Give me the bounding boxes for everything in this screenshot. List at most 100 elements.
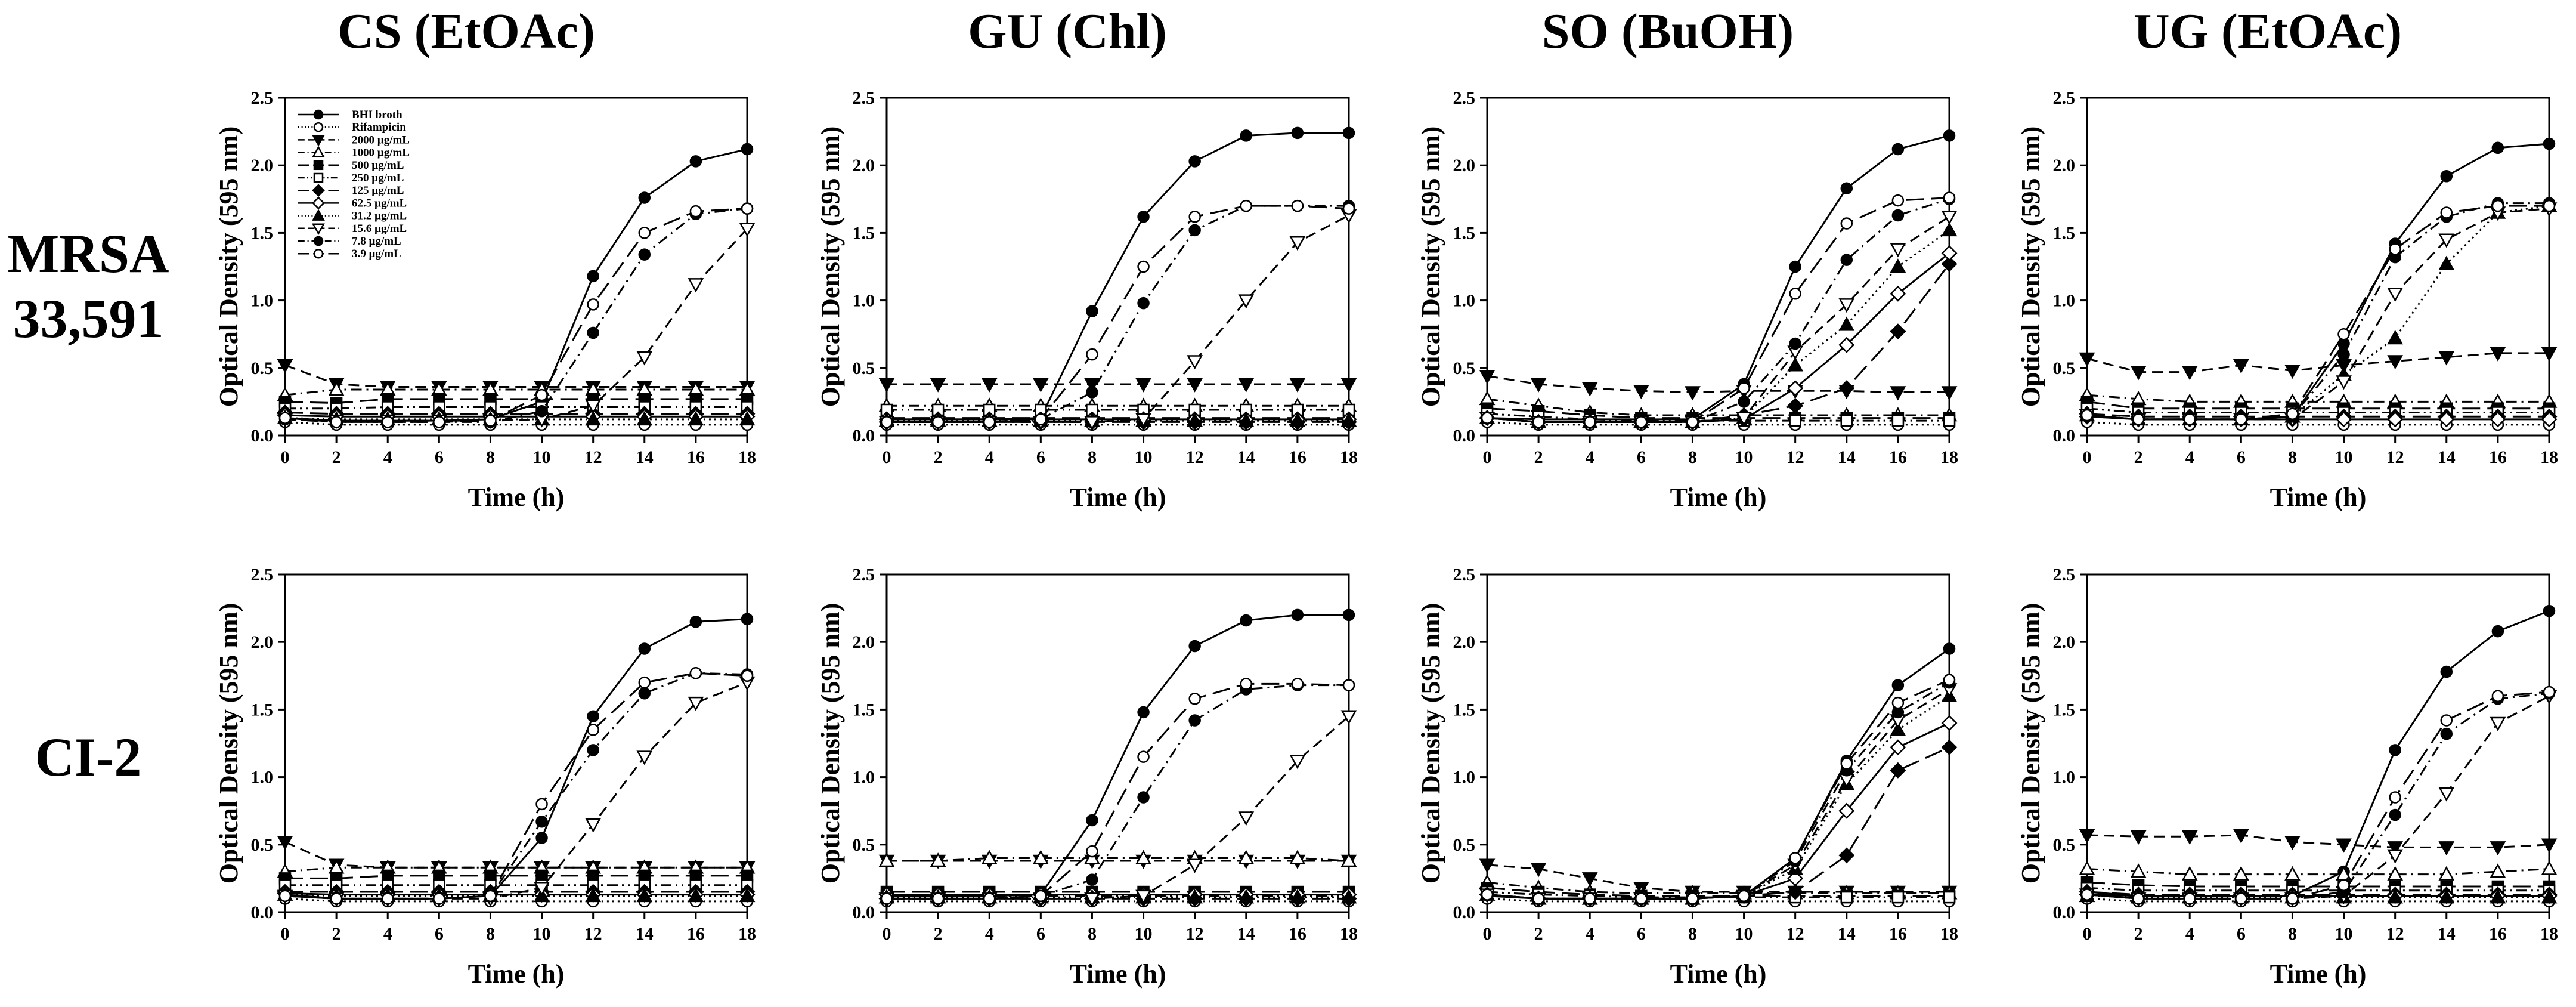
series-line xyxy=(284,866,747,873)
series-line xyxy=(284,412,747,415)
y-tick-label: 2.5 xyxy=(251,88,274,108)
data-point xyxy=(1840,217,1853,230)
data-point xyxy=(689,155,702,168)
series-line xyxy=(1487,688,1950,900)
legend-item-7-8-ug-ml: 7.8 µg/mL xyxy=(298,235,401,248)
series-line xyxy=(887,614,1349,897)
x-tick-label: 16 xyxy=(687,924,705,944)
series-line xyxy=(2086,205,2549,421)
legend-item-2000-ug-ml: 2000 µg/mL xyxy=(298,134,410,147)
data-point xyxy=(931,892,945,905)
y-tick-label: 2.5 xyxy=(853,565,875,585)
series-line xyxy=(1487,864,1949,893)
x-tick-label: 0 xyxy=(2083,447,2092,467)
y-tick-label: 2.5 xyxy=(1453,565,1476,585)
data-point xyxy=(2543,137,2556,150)
chart-panel-r0-c3: 0.0 0.5 1.0 1.5 2.0 2.5 0 2 4 6 8 10 12 14 16 18 Time (h… xyxy=(2016,88,2558,512)
chart-panel-r0-c0: 0.0 0.5 1.0 1.5 2.0 2.5 0 2 4 6 8 10 12 14 16 18 Time (h… xyxy=(214,88,756,512)
data-point xyxy=(1941,739,1958,756)
data-point xyxy=(1086,305,1098,317)
x-tick-label: 14 xyxy=(636,924,654,944)
series-7-8-ug-ml xyxy=(880,679,1355,905)
data-point xyxy=(1032,850,1049,864)
y-tick-label: 0.0 xyxy=(2053,426,2076,446)
y-axis-label: Optical Density (595 nm) xyxy=(816,126,845,407)
x-tick-label: 14 xyxy=(636,447,654,467)
data-point xyxy=(535,832,548,844)
series-line xyxy=(887,857,1349,862)
y-tick-label: 1.5 xyxy=(1453,700,1476,719)
data-point xyxy=(1188,714,1201,727)
series-line xyxy=(1487,886,1949,897)
series-3-9-ug-ml xyxy=(1481,191,1956,428)
data-point xyxy=(2387,866,2404,881)
series-line xyxy=(284,228,748,422)
data-point xyxy=(689,615,702,628)
series-line xyxy=(284,892,747,896)
column-title-so: SO (BuOH) xyxy=(1542,4,1794,59)
data-point xyxy=(2389,243,2401,255)
series-2000-ug-ml xyxy=(2079,347,2558,381)
series-line xyxy=(284,672,748,900)
data-point xyxy=(2284,836,2301,851)
column-title-gu: GU (Chl) xyxy=(968,4,1167,59)
y-tick-label: 0.5 xyxy=(1453,835,1476,855)
y-tick-label: 1.0 xyxy=(251,768,274,787)
data-point xyxy=(739,888,756,903)
data-point xyxy=(1086,845,1098,858)
data-point xyxy=(1289,755,1306,770)
data-point xyxy=(688,411,704,426)
series-bhi-broth xyxy=(880,126,1355,426)
x-tick-label: 0 xyxy=(883,447,891,467)
data-point xyxy=(1686,416,1699,428)
data-point xyxy=(2337,328,2350,341)
y-tick-label: 2.5 xyxy=(853,88,875,108)
data-point xyxy=(2491,625,2504,638)
data-point xyxy=(741,613,754,625)
series-1000-ug-ml xyxy=(1479,391,1958,422)
legend-marker xyxy=(312,146,325,157)
x-tick-label: 12 xyxy=(2386,924,2404,944)
data-point xyxy=(1479,370,1496,385)
series-125-ug-ml xyxy=(1479,256,1958,430)
data-point xyxy=(2233,359,2249,374)
data-point xyxy=(1840,757,1853,770)
data-point xyxy=(2183,413,2196,426)
y-tick-label: 2.0 xyxy=(2053,156,2076,175)
x-tick-label: 14 xyxy=(2438,447,2456,467)
y-tick-label: 0.0 xyxy=(1453,903,1476,922)
data-point xyxy=(2438,255,2455,270)
x-tick-label: 0 xyxy=(281,447,290,467)
series-line xyxy=(284,618,748,900)
data-point xyxy=(741,202,754,215)
data-point xyxy=(1532,416,1545,428)
legend-marker xyxy=(312,196,325,210)
data-point xyxy=(1084,378,1100,393)
data-point xyxy=(1581,872,1598,887)
data-point xyxy=(1891,209,1905,222)
series-2000-ug-ml xyxy=(2079,829,2558,856)
x-tick-label: 2 xyxy=(934,924,943,944)
series-line xyxy=(2086,202,2549,421)
series-line xyxy=(284,841,747,869)
data-point xyxy=(2438,841,2455,856)
y-tick-label: 0.0 xyxy=(853,426,875,446)
data-point xyxy=(739,411,756,426)
data-point xyxy=(587,724,599,736)
series-line xyxy=(2086,394,2549,403)
series-line xyxy=(1487,407,1949,419)
data-point xyxy=(2440,727,2453,740)
series-62-5-ug-ml xyxy=(1479,715,1958,907)
series-1000-ug-ml xyxy=(2079,860,2558,881)
series-line xyxy=(2086,400,2549,410)
data-point xyxy=(2389,744,2401,756)
data-point xyxy=(2387,411,2404,428)
data-point xyxy=(1838,336,1855,353)
legend-item-bhi-broth: BHI broth xyxy=(298,109,402,121)
data-point xyxy=(2541,860,2558,875)
x-tick-label: 6 xyxy=(435,447,444,467)
x-tick-label: 12 xyxy=(1186,924,1204,944)
data-point xyxy=(2438,866,2455,881)
data-point xyxy=(2286,407,2299,421)
data-point xyxy=(1137,296,1150,310)
